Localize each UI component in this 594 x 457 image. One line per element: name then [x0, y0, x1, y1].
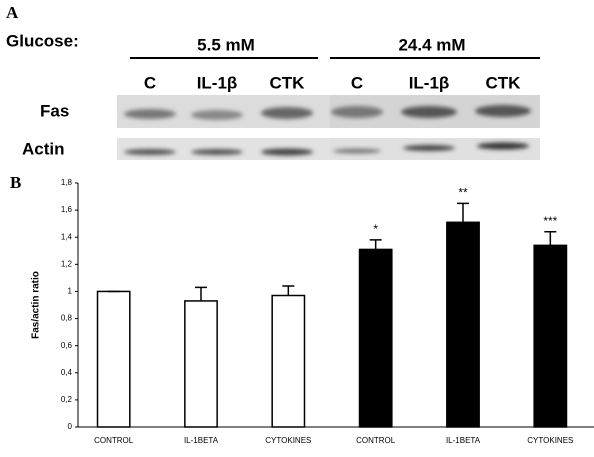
x-tick-label: CYTOKINES [265, 436, 311, 445]
row-label: Fas [40, 101, 69, 120]
y-tick-label: 1,4 [61, 232, 73, 241]
y-axis-label: Fas/actin ratio [31, 271, 42, 339]
bar [358, 248, 393, 428]
error-bar [282, 285, 295, 296]
x-tick-label: CYTOKINES [527, 436, 573, 445]
y-tick-label: 0 [68, 422, 73, 431]
lane-label: CTK [270, 73, 306, 92]
x-tick-label: IL-1BETA [446, 436, 481, 445]
group-label: 24.4 mM [398, 35, 465, 54]
bar [271, 294, 306, 428]
glucose-label: Glucose: [6, 31, 79, 50]
error-bar [457, 202, 469, 223]
lane-label: CTK [486, 73, 522, 92]
error-bar [544, 231, 557, 246]
x-tick-label: CONTROL [356, 436, 396, 445]
lane-label: IL-1β [197, 73, 238, 92]
x-tick-label: IL-1BETA [184, 436, 219, 445]
blot-bands [124, 105, 531, 156]
y-tick-label: 0,6 [61, 341, 73, 350]
y-tick-label: 0,2 [61, 395, 73, 404]
lane-label: C [144, 73, 156, 92]
significance-mark: *** [543, 214, 557, 228]
panel-label: B [10, 173, 21, 192]
y-tick-label: 1,8 [61, 178, 73, 187]
bar [533, 244, 568, 428]
significance-mark: * [373, 222, 378, 236]
y-tick-label: 1 [68, 287, 73, 296]
row-label: Actin [22, 139, 65, 158]
error-bar [195, 286, 207, 301]
bar [446, 221, 480, 428]
lane-label: IL-1β [409, 73, 450, 92]
x-tick-label: CONTROL [94, 436, 134, 445]
error-bar [369, 239, 382, 250]
bar [96, 290, 131, 428]
bar [184, 300, 218, 428]
significance-mark: ** [458, 186, 468, 200]
group-label: 5.5 mM [197, 35, 255, 54]
y-tick-label: 1,2 [61, 259, 73, 268]
panel-label: A [6, 3, 19, 22]
lane-label: C [351, 73, 363, 92]
y-tick-label: 0,4 [61, 368, 73, 377]
y-tick-label: 0,8 [61, 314, 73, 323]
y-tick-label: 1,6 [61, 205, 73, 214]
